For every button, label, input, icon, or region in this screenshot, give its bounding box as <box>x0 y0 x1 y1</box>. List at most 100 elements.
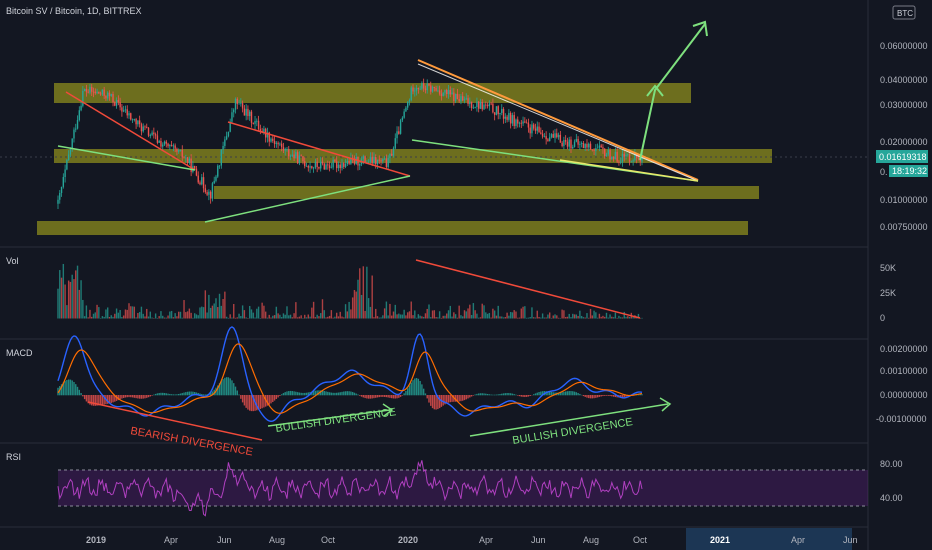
candle-body <box>163 141 166 145</box>
volume-axis: 50K 25K 0 <box>880 263 896 323</box>
volume-bar <box>282 313 285 319</box>
candle-body <box>623 153 625 157</box>
macd-histogram-bar <box>378 395 380 398</box>
candle-body <box>433 86 436 89</box>
candle-body <box>64 169 66 178</box>
candle-body <box>178 150 180 152</box>
currency-badge[interactable] <box>892 5 916 20</box>
volume-bar <box>247 317 249 319</box>
candle-body <box>234 98 237 110</box>
candle-body <box>548 137 551 142</box>
volume-bar <box>112 316 114 319</box>
volume-bar <box>566 316 569 319</box>
candle-body <box>495 106 498 115</box>
volume-bar <box>357 279 359 319</box>
volume-bar <box>506 312 508 319</box>
macd-histogram-bar <box>325 391 327 396</box>
candle-body <box>78 110 81 121</box>
macd-histogram-bar <box>323 390 325 396</box>
candle-body <box>469 101 471 105</box>
countdown: 18:19:32 <box>892 166 927 176</box>
candle-body <box>573 141 576 147</box>
volume-bar <box>92 313 95 319</box>
volume-bar <box>467 308 469 319</box>
chart-title: Bitcoin SV / Bitcoin, 1D, BITTREX <box>6 6 142 16</box>
volume-bar <box>289 314 292 319</box>
volume-bar <box>124 309 127 319</box>
candle-body <box>513 115 515 127</box>
macd-histogram-bar <box>66 380 68 396</box>
volume-bar <box>426 308 428 319</box>
macd-histogram-bar <box>204 394 207 396</box>
macd-histogram-bar <box>190 391 192 396</box>
volume-bar <box>511 312 514 319</box>
candle-body <box>444 89 446 93</box>
volume-bar <box>366 266 368 319</box>
candle-body <box>337 164 340 169</box>
volume-bar <box>469 304 471 319</box>
volume-bar <box>360 294 363 319</box>
macd-histogram-bar <box>422 388 425 396</box>
candle-body <box>117 100 120 103</box>
price-axis[interactable]: 0.06000000 0.04000000 0.03000000 0.02000… <box>876 5 928 232</box>
volume-bar <box>286 306 288 319</box>
macd-histogram-bar <box>476 393 478 396</box>
volume-bar <box>600 316 602 319</box>
macd-histogram-bar <box>394 395 396 399</box>
rsi-band <box>58 470 868 506</box>
candle-body <box>472 107 475 109</box>
macd-histogram-bar <box>71 380 73 396</box>
volume-bars <box>57 263 643 319</box>
candle-body <box>158 140 160 143</box>
candle-body <box>582 143 585 149</box>
volume-bar <box>364 310 366 319</box>
volume-bar <box>110 315 112 319</box>
candle-body <box>359 164 361 166</box>
candle-body <box>476 101 478 108</box>
volume-bar <box>163 317 166 319</box>
macd-histogram-bar <box>224 377 226 396</box>
price-tick: 0.04000000 <box>880 75 928 85</box>
macd-histogram-bar <box>437 395 439 410</box>
candle-body <box>437 90 439 92</box>
candle-body <box>201 177 203 185</box>
macd-histogram-bar <box>289 390 292 396</box>
macd-histogram-bar <box>327 391 329 396</box>
candle-body <box>138 120 141 125</box>
time-label: Jun <box>531 535 546 545</box>
volume-bar <box>380 317 382 319</box>
candle-body <box>130 113 132 120</box>
candle-body <box>584 143 586 149</box>
macd-histogram-bar <box>293 391 295 396</box>
candle-body <box>458 98 460 102</box>
volume-bar <box>520 308 522 319</box>
macd-histogram-bar <box>410 382 412 396</box>
macd-histogram-bar <box>195 392 198 396</box>
macd-tick: 0.00200000 <box>880 344 928 354</box>
macd-histogram-bar <box>344 391 347 396</box>
volume-bar <box>350 309 352 319</box>
candle-body <box>302 156 304 162</box>
macd-histogram-bar <box>367 395 370 399</box>
candle-body <box>279 143 281 145</box>
volume-bar <box>218 293 221 319</box>
macd-histogram-bar <box>362 395 365 398</box>
candle-body <box>488 103 491 107</box>
volume-bar <box>122 315 125 319</box>
volume-bar <box>355 291 357 319</box>
macd-histogram-bar <box>438 395 441 409</box>
volume-bar <box>89 309 91 319</box>
volume-bar <box>534 317 537 319</box>
candle-body <box>270 138 272 142</box>
macd-histogram-bar <box>430 395 432 406</box>
volume-bar <box>449 305 451 319</box>
volume-bar <box>458 305 460 319</box>
volume-bar <box>541 313 544 319</box>
candle-body <box>421 83 423 89</box>
candle-body <box>160 140 162 147</box>
macd-histogram-bar <box>481 393 483 396</box>
volume-bar <box>359 268 361 319</box>
macd-histogram-bar <box>179 393 182 396</box>
time-axis[interactable]: 2019 Apr Jun Aug Oct 2020 Apr Jun Aug Oc… <box>86 535 858 545</box>
